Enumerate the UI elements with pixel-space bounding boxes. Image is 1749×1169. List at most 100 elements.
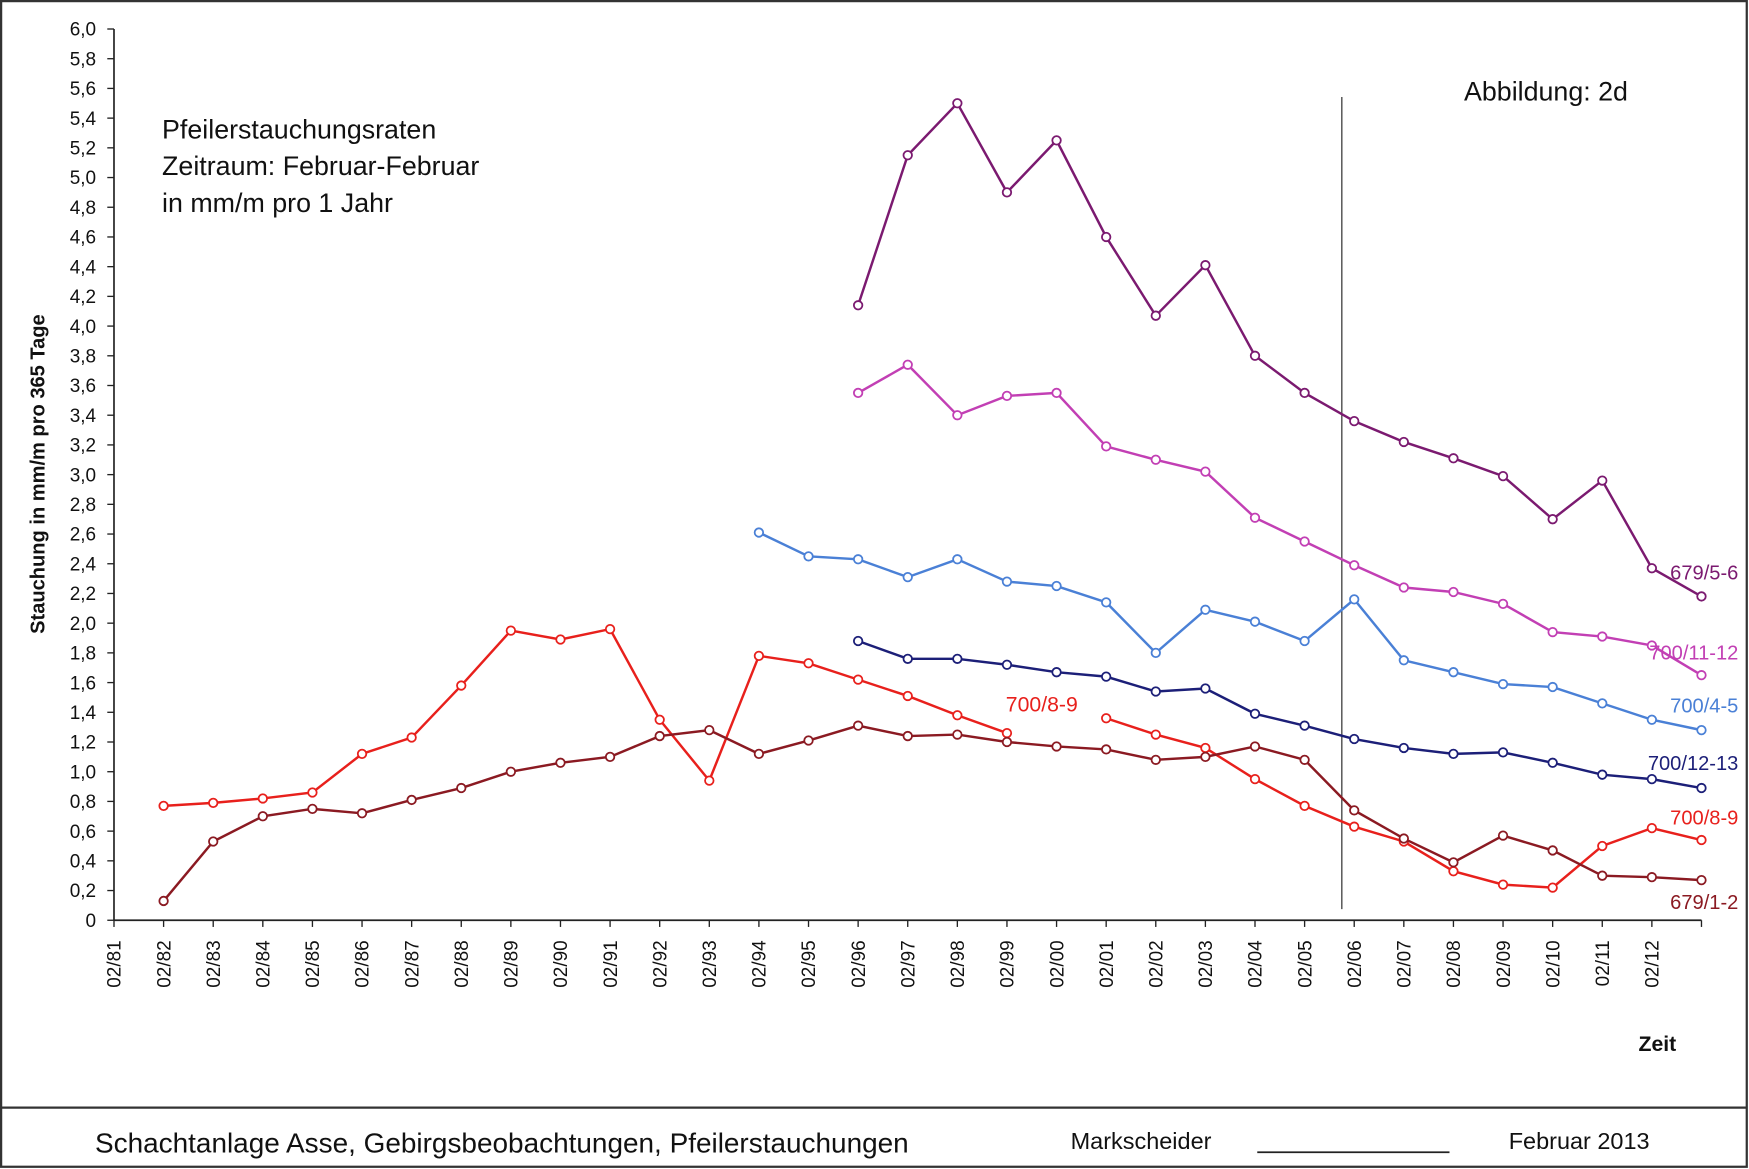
data-point (456, 680, 467, 691)
data-point (704, 724, 715, 736)
series-label: 700/11-12 (1649, 643, 1738, 665)
data-point (1150, 310, 1161, 321)
data-point (803, 658, 814, 669)
x-tick-label: 02/81 (105, 940, 126, 987)
data-point (902, 730, 913, 742)
footer-project: Schachtanlage Asse, Gebirgsbeobachtungen… (95, 1127, 909, 1158)
data-point (952, 410, 963, 421)
y-tick-label: 5,6 (70, 79, 96, 100)
x-tick-label: 02/85 (303, 940, 324, 987)
data-point (704, 775, 715, 786)
data-point (555, 757, 566, 768)
x-tick-label: 02/11 (1593, 940, 1614, 986)
data-point (753, 748, 765, 760)
y-tick-label: 0,6 (70, 822, 96, 843)
x-tick-label: 02/93 (700, 940, 721, 987)
series-line (163, 627, 1008, 808)
x-tick-label: 02/97 (898, 940, 919, 987)
x-tick-label: 02/09 (1494, 940, 1515, 987)
y-tick-label: 0 (86, 911, 97, 932)
data-point (1349, 560, 1360, 571)
x-tick-label: 02/98 (948, 940, 969, 987)
data-point (1001, 576, 1013, 587)
y-tick-label: 6,0 (70, 20, 96, 41)
data-point (1696, 724, 1707, 736)
y-tick-label: 3,4 (70, 406, 96, 427)
y-tick-label: 2,0 (70, 614, 96, 635)
data-point (1001, 187, 1013, 198)
x-tick-label: 02/06 (1345, 940, 1366, 987)
data-point (803, 735, 814, 746)
data-point (952, 554, 963, 565)
data-point (1200, 466, 1211, 477)
series-line (162, 724, 1702, 902)
data-point (1249, 512, 1261, 523)
y-tick-label: 4,4 (70, 257, 96, 278)
data-point (753, 650, 765, 661)
data-point (1497, 830, 1509, 841)
data-point (1547, 757, 1558, 768)
y-tick-label: 5,4 (70, 109, 96, 130)
data-point (902, 653, 913, 664)
data-point (1101, 713, 1112, 724)
data-point (1001, 659, 1013, 670)
y-tick-label: 2,6 (70, 525, 96, 546)
y-tick-label: 4,8 (70, 198, 96, 219)
data-point (307, 787, 318, 798)
x-tick-label: 02/12 (1643, 940, 1664, 987)
x-tick-label: 02/05 (1295, 940, 1316, 987)
data-point (406, 732, 417, 743)
data-point (1696, 591, 1707, 602)
data-point (1200, 751, 1211, 762)
data-point (852, 720, 864, 731)
data-point (1547, 514, 1558, 525)
x-tick-label: 02/07 (1395, 940, 1416, 987)
data-point (1051, 135, 1062, 146)
data-point (1696, 875, 1707, 886)
y-tick-label: 0,4 (70, 852, 96, 873)
data-point (1497, 598, 1509, 609)
x-tick-label: 02/91 (601, 940, 622, 987)
data-point (1497, 879, 1509, 890)
data-point (1299, 387, 1310, 399)
data-point (208, 797, 219, 809)
data-point (1349, 416, 1360, 427)
x-tick-label: 02/86 (353, 940, 374, 987)
x-tick-label: 02/02 (1146, 940, 1167, 987)
data-point (1547, 626, 1558, 638)
x-tick-label: 02/88 (452, 940, 473, 987)
data-point (1597, 870, 1608, 881)
data-point (1547, 882, 1558, 893)
y-tick-label: 4,6 (70, 228, 96, 249)
series-line (758, 531, 1702, 732)
data-point (1448, 667, 1459, 678)
x-tick-label: 02/83 (204, 940, 225, 987)
data-point (1547, 681, 1558, 693)
data-point (753, 527, 765, 538)
y-tick-label: 4,0 (70, 317, 96, 338)
data-point (1200, 683, 1211, 694)
series-label: 700/8-9 (1670, 807, 1738, 829)
chart-title: Zeitraum: Februar-Februar (162, 151, 479, 181)
annotation: 700/8-9 (1006, 694, 1078, 717)
y-tick-label: 2,8 (70, 495, 96, 516)
x-tick-label: 02/84 (254, 940, 275, 987)
data-point (1448, 748, 1459, 760)
data-point (1299, 720, 1310, 731)
x-tick-label: 02/03 (1196, 940, 1217, 987)
data-point (1101, 441, 1112, 452)
data-point (902, 359, 913, 370)
series-label: 679/1-2 (1670, 892, 1738, 914)
data-point (852, 387, 864, 399)
data-point (1001, 390, 1013, 402)
data-point (1597, 475, 1608, 486)
data-point (1150, 454, 1161, 465)
data-point (356, 748, 368, 760)
data-point (1150, 729, 1161, 740)
data-point (1597, 698, 1608, 709)
data-point (208, 836, 219, 847)
data-point (1249, 708, 1261, 719)
data-point (307, 803, 318, 814)
data-point (952, 729, 963, 740)
x-tick-label: 02/01 (1097, 940, 1118, 987)
